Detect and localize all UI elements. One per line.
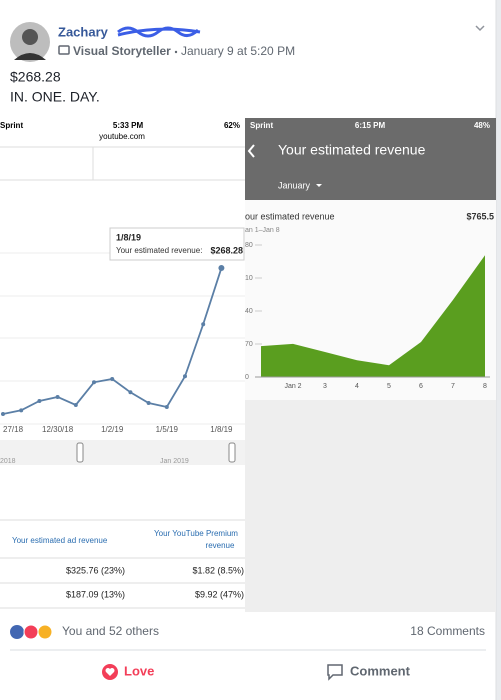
comment-label: Comment (350, 663, 411, 678)
data-point (183, 374, 187, 379)
haha-icon (37, 624, 53, 640)
comment-button[interactable]: Comment (327, 663, 411, 681)
data-point (73, 402, 78, 407)
x-tick-label: 5 (387, 383, 391, 390)
x-tick-label: 1/5/19 (156, 425, 179, 434)
total: $765.5 (466, 211, 494, 221)
scrollbar[interactable] (0, 440, 245, 465)
url: youtube.com (99, 132, 145, 141)
reaction-summary[interactable]: You and 52 others (62, 624, 159, 638)
carrier: Sprint (0, 121, 23, 130)
screen-bg (0, 118, 245, 612)
data-point (128, 390, 133, 395)
y-tick-label: 40 (245, 308, 253, 315)
data-point (146, 400, 151, 405)
table-header: Your YouTube Premium (154, 529, 238, 538)
x-tick-label: 12/30/18 (42, 425, 74, 434)
clock: 6:15 PM (355, 121, 386, 130)
data-point (37, 398, 42, 403)
scroll-label: Jan 2019 (160, 458, 189, 465)
data-point (164, 404, 169, 409)
badge-icon (58, 45, 70, 55)
tooltip-title: 1/8/19 (116, 232, 141, 242)
menu-chevron[interactable] (475, 25, 485, 32)
x-tick-label: 3 (323, 383, 327, 390)
battery: 48% (474, 121, 490, 130)
table-cell: $9.92 (47%) (195, 589, 244, 599)
heart (105, 668, 115, 676)
app-bar (245, 118, 496, 200)
dropdown-caret (316, 184, 322, 187)
table-cell: $1.82 (8.5%) (192, 565, 244, 575)
y-tick-label: 0 (245, 374, 249, 381)
tooltip-amount: $268.28 (210, 245, 243, 255)
scroll-handle[interactable] (228, 442, 236, 463)
table-header: Your estimated ad revenue (12, 536, 108, 545)
x-tick-label: 4 (355, 383, 359, 390)
table-header: revenue (206, 541, 235, 550)
data-point (218, 265, 225, 272)
comment-icon (327, 664, 343, 681)
x-tick-label: 1/8/19 (210, 425, 233, 434)
author-name[interactable]: Zachary (58, 24, 109, 39)
badge: Visual Storyteller (73, 44, 171, 58)
x-tick-label: 7 (451, 383, 455, 390)
timestamp[interactable]: January 9 at 5:20 PM (181, 44, 295, 58)
data-point (110, 376, 115, 381)
y-tick-label: 80 (245, 242, 253, 249)
data-point (55, 394, 60, 399)
battery: 62% (224, 121, 240, 130)
love-button[interactable]: Love (102, 663, 154, 680)
scroll-label: 2018 (0, 458, 16, 465)
avatar-body (14, 53, 46, 60)
clock: 5:33 PM (113, 121, 144, 130)
love-label: Love (124, 663, 154, 678)
date-range: an 1–Jan 8 (245, 227, 280, 234)
post-text: IN. ONE. DAY. (10, 89, 100, 105)
data-point (19, 408, 24, 413)
data-point (1, 411, 5, 416)
avatar-face (22, 29, 38, 45)
scroll-handle[interactable] (76, 442, 84, 463)
y-tick-label: 10 (245, 275, 253, 282)
left-screenshot[interactable]: Sprint 5:33 PM 62% youtube.com 1/8/19 Yo… (0, 118, 245, 612)
separator-dot (174, 50, 178, 54)
tooltip-text: Your estimated revenue: (116, 246, 202, 255)
data-point (201, 322, 206, 327)
x-tick-label: 6 (419, 383, 423, 390)
back-arrow[interactable] (247, 144, 255, 158)
metric: our estimated revenue (245, 211, 335, 221)
x-tick-label: 1/2/19 (101, 425, 124, 434)
x-tick-label: Jan 2 (284, 383, 301, 390)
carrier: Sprint (250, 121, 273, 130)
scribble (117, 26, 201, 38)
revenue-area (261, 255, 485, 377)
x-tick-label: 8 (483, 383, 487, 390)
period-select[interactable]: January (278, 180, 311, 190)
tooltip (109, 227, 245, 261)
love-icon (23, 624, 39, 640)
comment-count[interactable]: 18 Comments (410, 624, 485, 638)
x-tick-label: 27/18 (3, 425, 24, 434)
table-cell: $187.09 (13%) (66, 589, 125, 599)
data-point (92, 380, 96, 385)
table-cell: $325.76 (23%) (66, 565, 125, 575)
like-icon (10, 625, 24, 639)
y-tick-label: 70 (245, 341, 253, 348)
screen-title: Your estimated revenue (278, 142, 426, 158)
post-text: $268.28 (10, 69, 61, 85)
